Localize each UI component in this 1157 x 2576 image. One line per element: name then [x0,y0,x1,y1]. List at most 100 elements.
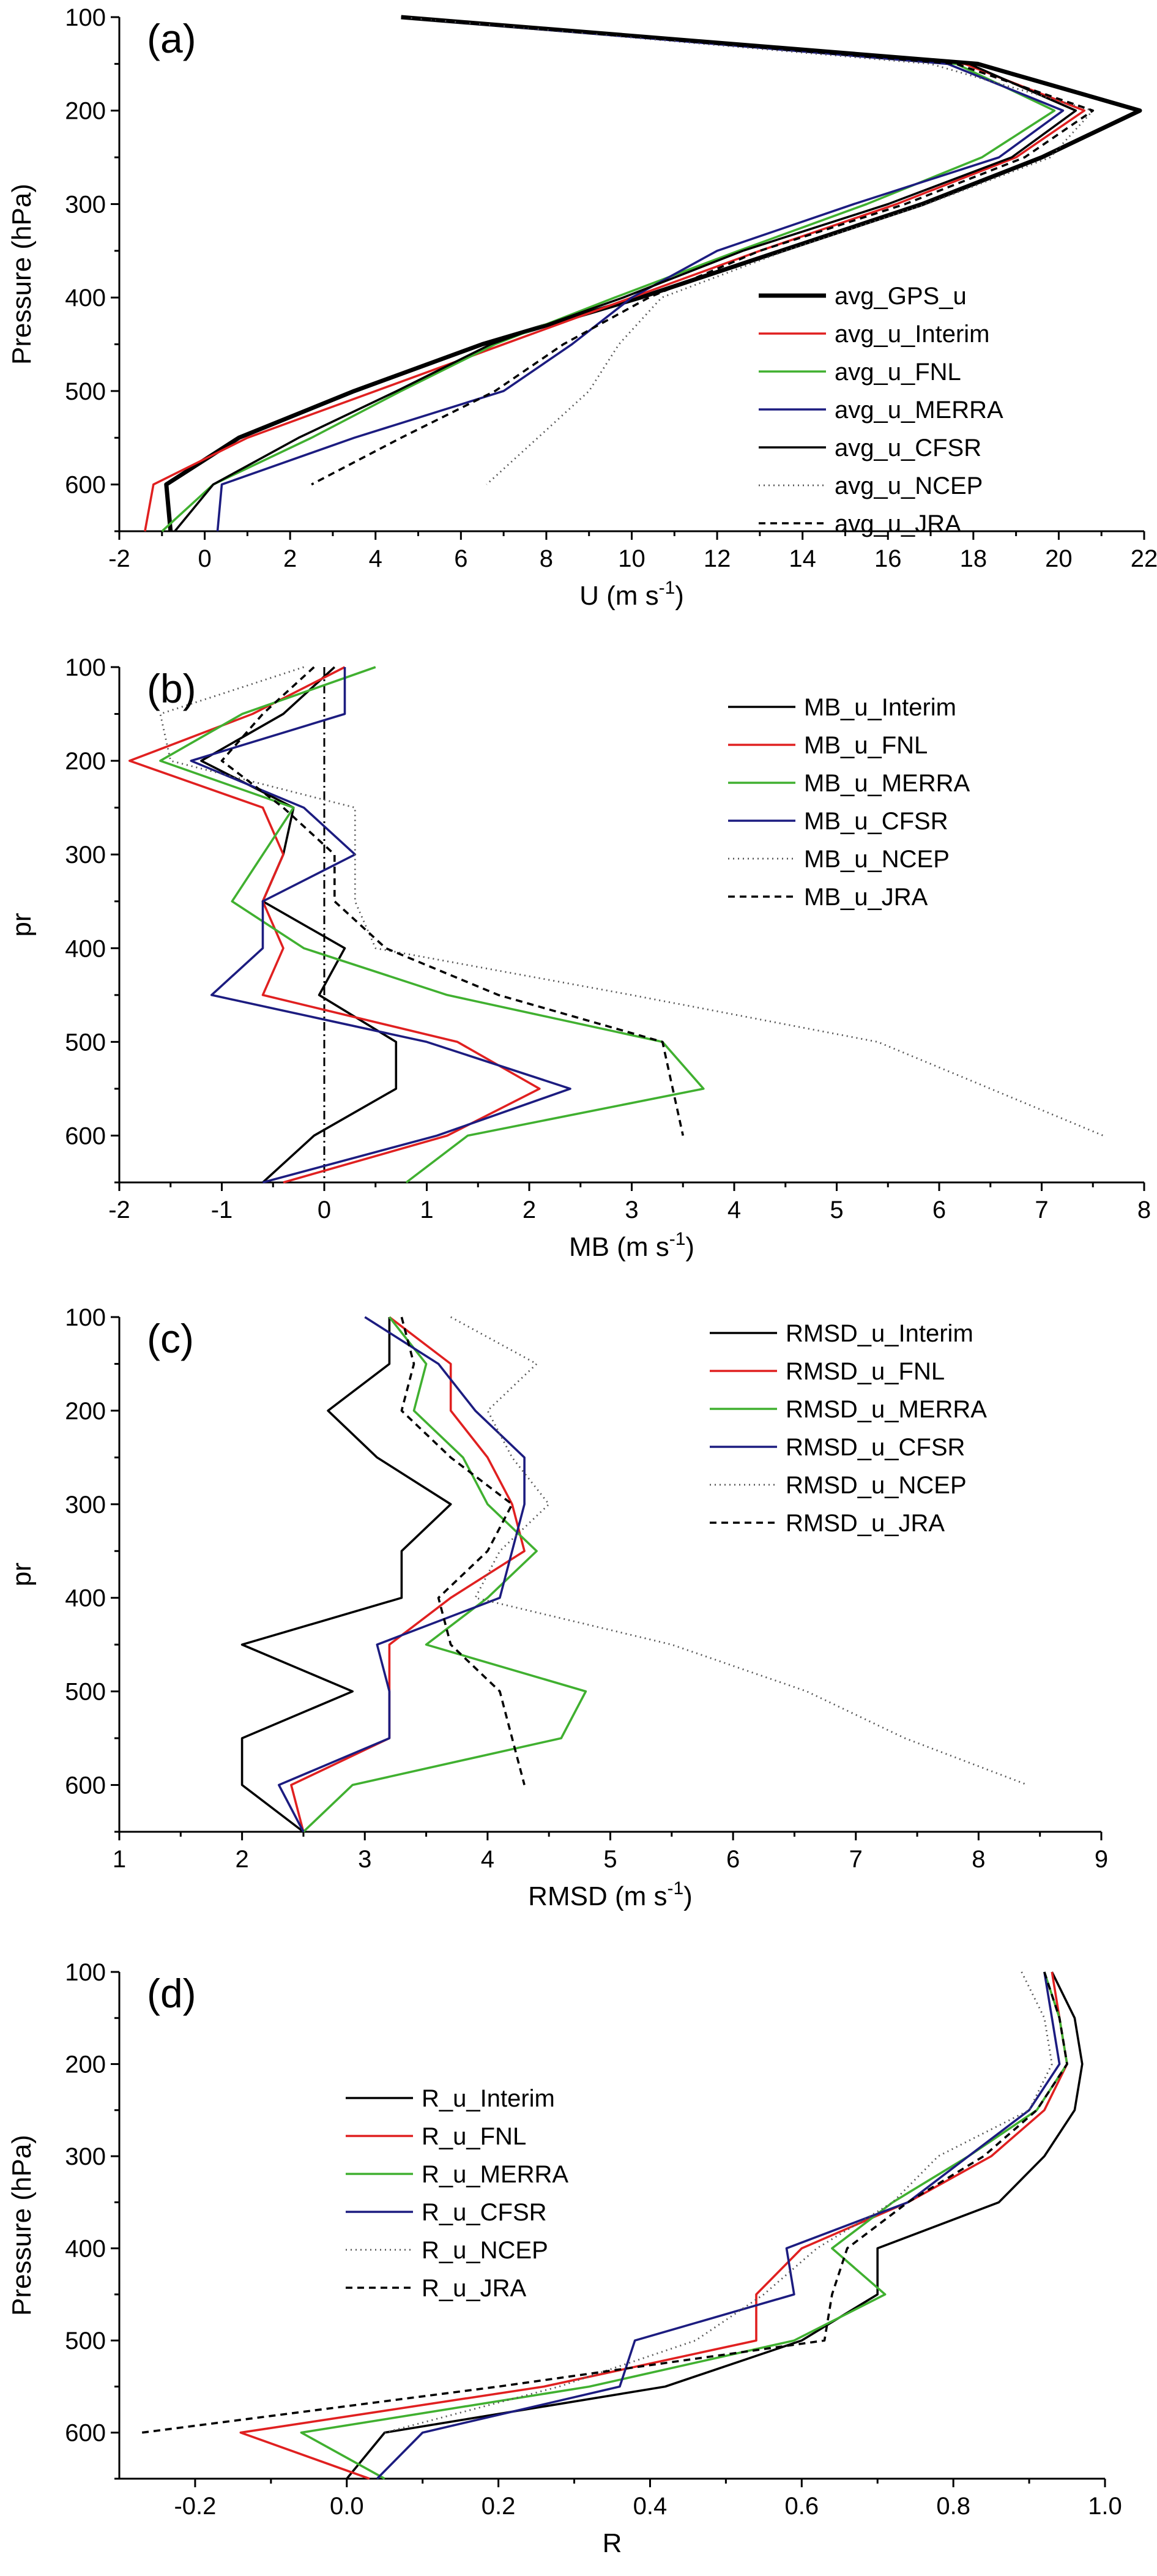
panel-a: -2 0 2 4 6 8 10 12 14 16 18 20 22 100 200 300 400 500 600 a… [7,4,1157,611]
panel-a-x-tick-label: 6 [454,545,467,572]
panel-d-x-tick-label: 0.0 [330,2493,364,2520]
panel-d-y-axis-label: Pressure (hPa) [7,2135,37,2316]
panel-d-label: (d) [147,1971,196,2016]
panel-d-x-tick-label: 0.4 [633,2493,668,2520]
panel-a-legend-label: avg_u_NCEP [835,472,983,499]
panel-b-x-tick-label: 1 [420,1197,433,1223]
panel-a-x-axis-label: U (m s-1) [579,578,684,611]
panel-b-legend-label: MB_u_FNL [804,732,928,759]
panel-a-legend-label: avg_u_MERRA [835,397,1003,424]
panel-c-label: (c) [147,1316,194,1361]
panel-b: -2 -1 0 1 2 3 4 5 6 7 8 100 200 300 400 500 600 MB_u_Inte… [7,654,1151,1262]
panel-b-x-tick-label: 7 [1035,1197,1048,1223]
panel-d-y-tick-label: 600 [65,2420,106,2447]
panel-a-x-tick-label: 0 [198,545,211,572]
panel-b-series-MB_u_FNL [128,666,541,1184]
panel-a-x-tick-label: 8 [540,545,553,572]
panel-d-series-R_u_Interim [346,1971,1084,2480]
panel-c-legend-label: RMSD_u_Interim [786,1320,973,1347]
panel-d-x-tick-label: -0.2 [174,2493,216,2520]
panel-a-legend-label: avg_u_FNL [835,359,961,386]
panel-a-y-tick-label: 100 [65,4,106,31]
panel-a-y-tick-label: 500 [65,378,106,405]
panel-d-series-R_u_CFSR [376,1971,1061,2480]
panel-c-x-axis-label: RMSD (m s-1) [528,1878,693,1911]
panel-b-x-tick-label: 8 [1137,1197,1151,1223]
panel-a-x-tick-label: 18 [960,545,988,572]
panel-b-label: (b) [147,666,196,711]
panel-b-x-tick-label: -2 [108,1197,130,1223]
panel-c-x-tick-label: 2 [236,1846,249,1873]
panel-c-x-tick-label: 3 [358,1846,371,1873]
panel-c-legend-label: RMSD_u_FNL [786,1358,945,1385]
panel-d-legend-label: R_u_JRA [422,2275,527,2302]
panel-d-legend-label: R_u_CFSR [422,2199,547,2226]
panel-d-legend-label: R_u_FNL [422,2123,526,2150]
panel-a-x-tick-label: 10 [618,545,645,572]
panel-b-legend-label: MB_u_JRA [804,884,928,911]
panel-b-legend-label: MB_u_NCEP [804,846,950,873]
panel-b-y-axis-label: pr [7,913,37,936]
panel-d-series-R_u_FNL [239,1971,1068,2480]
panel-c-x-tick-label: 1 [113,1846,126,1873]
panel-a-x-tick-label: 16 [874,545,902,572]
panel-b-series-MB_u_CFSR [190,667,571,1184]
panel-c-legend-label: RMSD_u_JRA [786,1510,945,1537]
panel-a-y-tick-label: 400 [65,285,106,312]
panel-a-legend: avg_GPS_u avg_u_Interim avg_u_FNL avg_u_MER… [759,283,1003,537]
panel-c-x-tick-label: 5 [603,1846,617,1873]
panel-b-legend-label: MB_u_MERRA [804,770,970,797]
panel-b-x-tick-label: 3 [625,1197,638,1223]
panel-b-legend: MB_u_Interim MB_u_FNL MB_u_MERRA MB_u_CFSR M… [728,694,970,911]
panel-b-series-MB_u_NCEP [159,666,1104,1137]
panel-b-x-tick-label: 0 [318,1197,331,1223]
panel-d-y-tick-label: 500 [65,2328,106,2354]
panel-c-legend: RMSD_u_Interim RMSD_u_FNL RMSD_u_MERRA RMSD… [710,1320,987,1537]
panel-b-y-tick-label: 100 [65,654,106,681]
panel-a-series-avg_u_JRA [311,16,1095,486]
panel-d-x-tick-label: 1.0 [1088,2493,1122,2520]
panel-b-series-MB_u_Interim [200,666,398,1184]
panel-a-legend-label: avg_GPS_u [835,283,967,310]
panel-b-x-tick-label: 2 [523,1197,536,1223]
panel-d-x-tick-label: 0.8 [936,2493,970,2520]
panel-d-series-R_u_JRA [141,1971,1068,2434]
panel-d: -0.2 0.0 0.2 0.4 0.6 0.8 1.0 100 200 300 400 500 600… [7,1959,1122,2558]
panel-a-x-tick-label: 2 [283,545,297,572]
panel-c-legend-label: RMSD_u_CFSR [786,1434,965,1461]
panel-a-label: (a) [147,16,196,61]
panel-a-y-tick-label: 300 [65,191,106,218]
panel-b-y-tick-label: 400 [65,935,106,962]
panel-c-x-tick-label: 4 [481,1846,494,1873]
panel-a-series-avg_u_CFSR [174,16,1077,532]
panel-a-x-tick-label: 22 [1131,545,1157,572]
panel-d-series-R_u_MERRA [300,1971,1068,2480]
panel-a-x-tick-label: -2 [108,545,130,572]
panel-a-x-tick-label: 4 [369,545,382,572]
panel-a-y-axis-label: Pressure (hPa) [7,184,37,365]
panel-c-x-tick-label: 7 [849,1846,863,1873]
panel-a-legend-label: avg_u_JRA [835,510,961,537]
panel-c-series-RMSD_u_JRA [400,1316,526,1785]
panel-b-x-tick-label: -1 [211,1197,233,1223]
panel-d-legend: R_u_Interim R_u_FNL R_u_MERRA R_u_CFSR R_u_N… [346,2085,568,2302]
panel-b-x-tick-label: 4 [727,1197,741,1223]
panel-d-y-tick-label: 100 [65,1959,106,1986]
panel-b-y-tick-label: 300 [65,842,106,868]
panel-a-series-avg_u_MERRA [216,16,1065,532]
panel-c-legend-label: RMSD_u_NCEP [786,1472,967,1499]
panel-d-legend-label: R_u_MERRA [422,2161,568,2188]
panel-b-series-MB_u_JRA [220,666,685,1136]
panel-c-x-tick-label: 8 [972,1846,985,1873]
panel-b-y-tick-label: 600 [65,1122,106,1149]
panel-c-legend-label: RMSD_u_MERRA [786,1396,987,1423]
panel-c-y-tick-label: 400 [65,1585,106,1612]
panel-c-series-RMSD_u_Interim [240,1317,452,1833]
panel-c-y-tick-label: 600 [65,1772,106,1799]
panel-c-y-tick-label: 100 [65,1304,106,1331]
panel-c-x-tick-label: 9 [1095,1846,1108,1873]
panel-d-y-tick-label: 200 [65,2051,106,2078]
panel-a-x-tick-label: 14 [789,545,816,572]
panel-c-y-tick-label: 300 [65,1491,106,1518]
